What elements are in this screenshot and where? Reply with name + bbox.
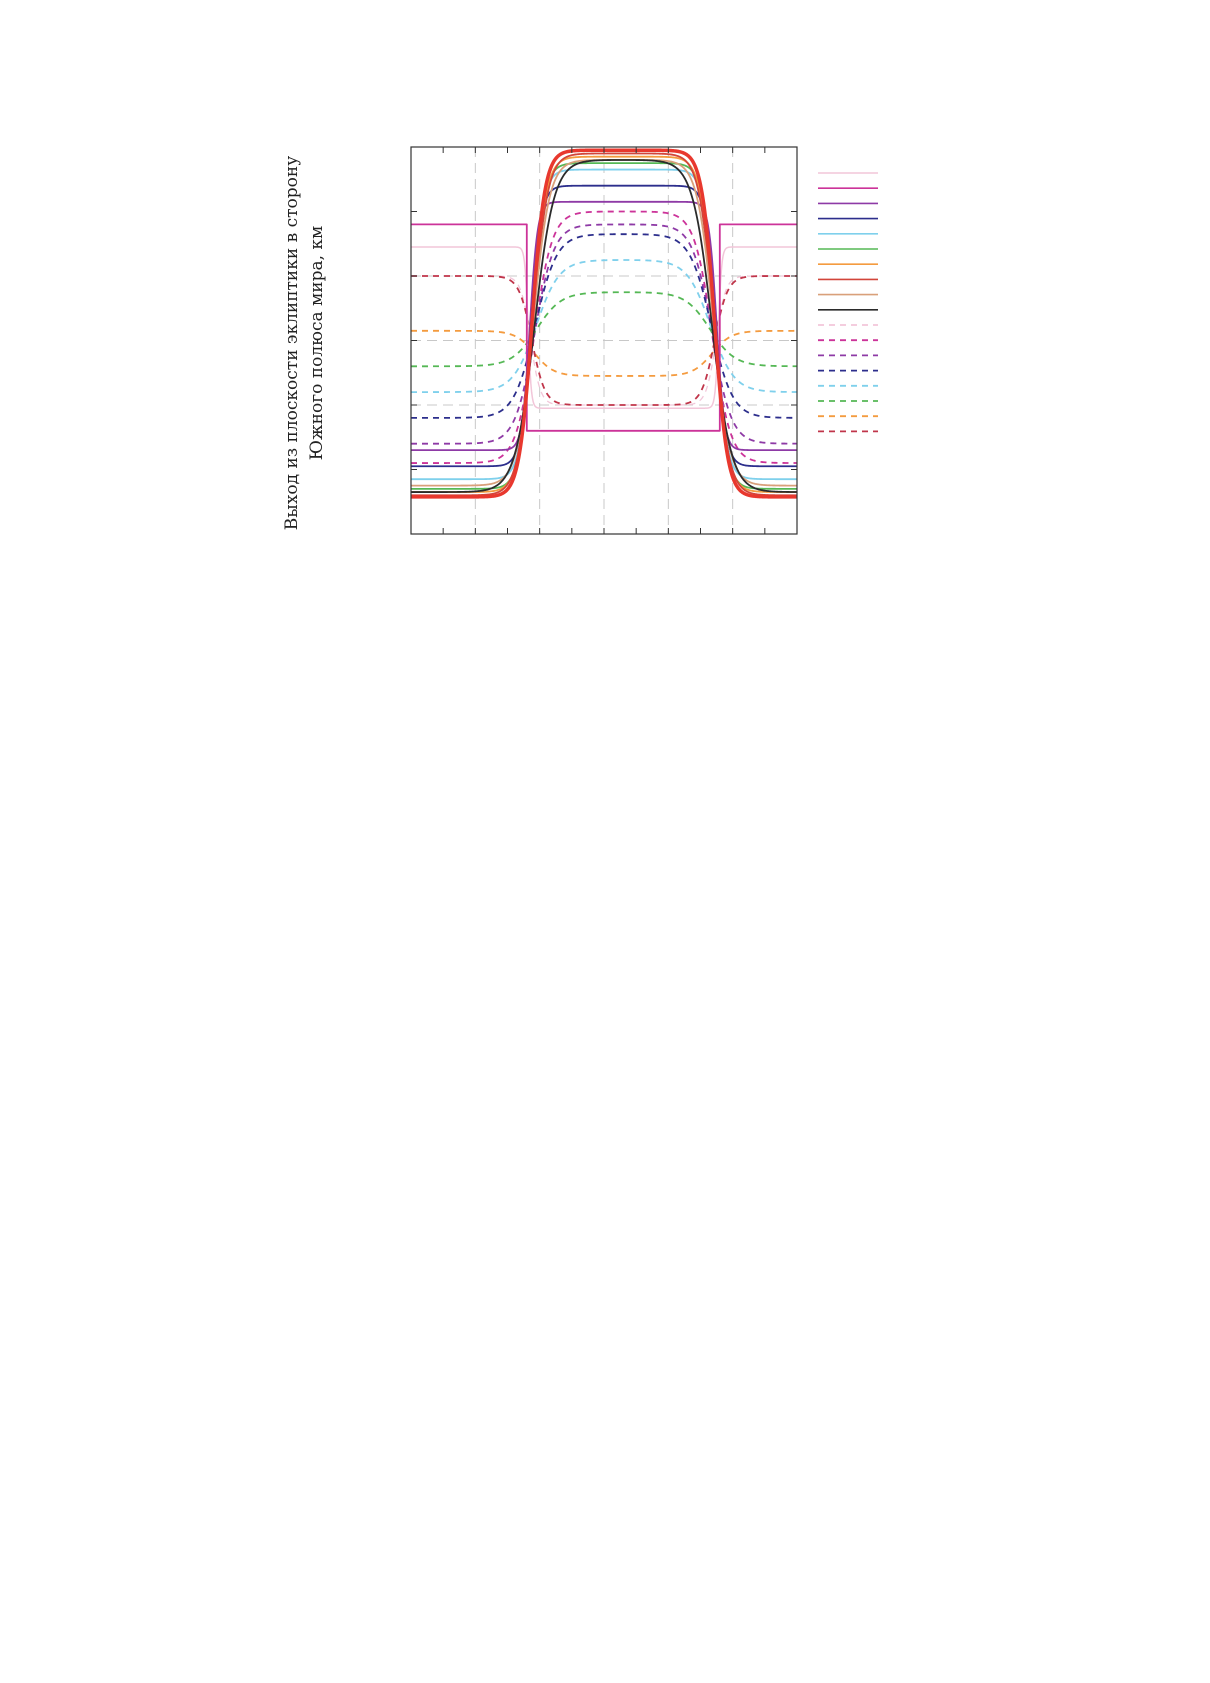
series-line-15 [411, 259, 797, 393]
series-line-14 [411, 233, 797, 419]
series-line-17 [411, 329, 797, 377]
series-line-9 [411, 159, 797, 493]
series-line-12 [411, 210, 797, 464]
series-line-18 [411, 275, 797, 406]
legend [818, 172, 878, 433]
y-axis-label-line-2: Южного полюса мира, км [307, 226, 327, 461]
series-line-16 [411, 291, 797, 368]
y-axis-label: Выход из плоскости эклиптики в сторону Ю… [282, 156, 327, 530]
axis-ticks [411, 147, 797, 534]
series-line-0 [411, 246, 797, 409]
grid-lines [411, 147, 797, 534]
series-line-11 [411, 275, 797, 406]
series-line-2 [411, 200, 797, 452]
series-line-1 [411, 223, 797, 432]
y-axis-label-line-1: Выход из плоскости эклиптики в сторону [282, 156, 302, 530]
series-line-4 [411, 168, 797, 481]
